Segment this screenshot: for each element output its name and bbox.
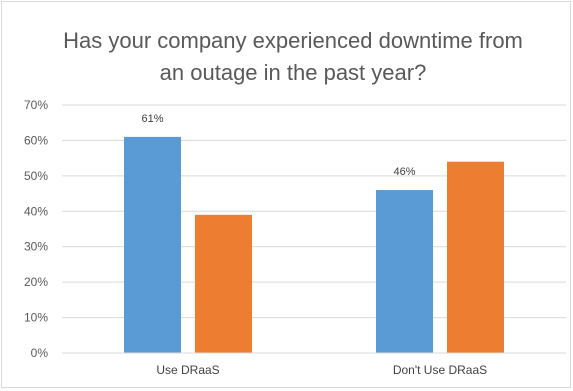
- y-axis-tick-labels: 0% 10% 20% 30% 40% 50% 60% 70%: [24, 98, 48, 360]
- chart-title-line-1: Has your company experienced downtime fr…: [63, 28, 523, 53]
- data-label: 46%: [393, 166, 415, 178]
- y-tick-label: 50%: [24, 169, 48, 183]
- y-tick-label: 30%: [24, 240, 48, 254]
- y-tick-label: 70%: [24, 98, 48, 112]
- bar: [447, 161, 504, 353]
- y-tick-label: 60%: [24, 133, 48, 147]
- category-label: Don't Use DRaaS: [393, 363, 487, 377]
- data-labels: 61% 46%: [141, 113, 415, 178]
- category-label: Use DRaaS: [156, 363, 219, 377]
- category-labels: Use DRaaS Don't Use DRaaS: [156, 363, 487, 377]
- bar: [195, 214, 252, 353]
- bar: [376, 190, 433, 353]
- data-label: 61%: [141, 113, 163, 125]
- bar: [124, 136, 181, 353]
- chart-title-line-2: an outage in the past year?: [160, 60, 427, 85]
- y-tick-label: 40%: [24, 204, 48, 218]
- y-tick-label: 0%: [31, 346, 49, 360]
- y-tick-label: 10%: [24, 311, 48, 325]
- y-tick-label: 20%: [24, 275, 48, 289]
- bars: [124, 136, 504, 353]
